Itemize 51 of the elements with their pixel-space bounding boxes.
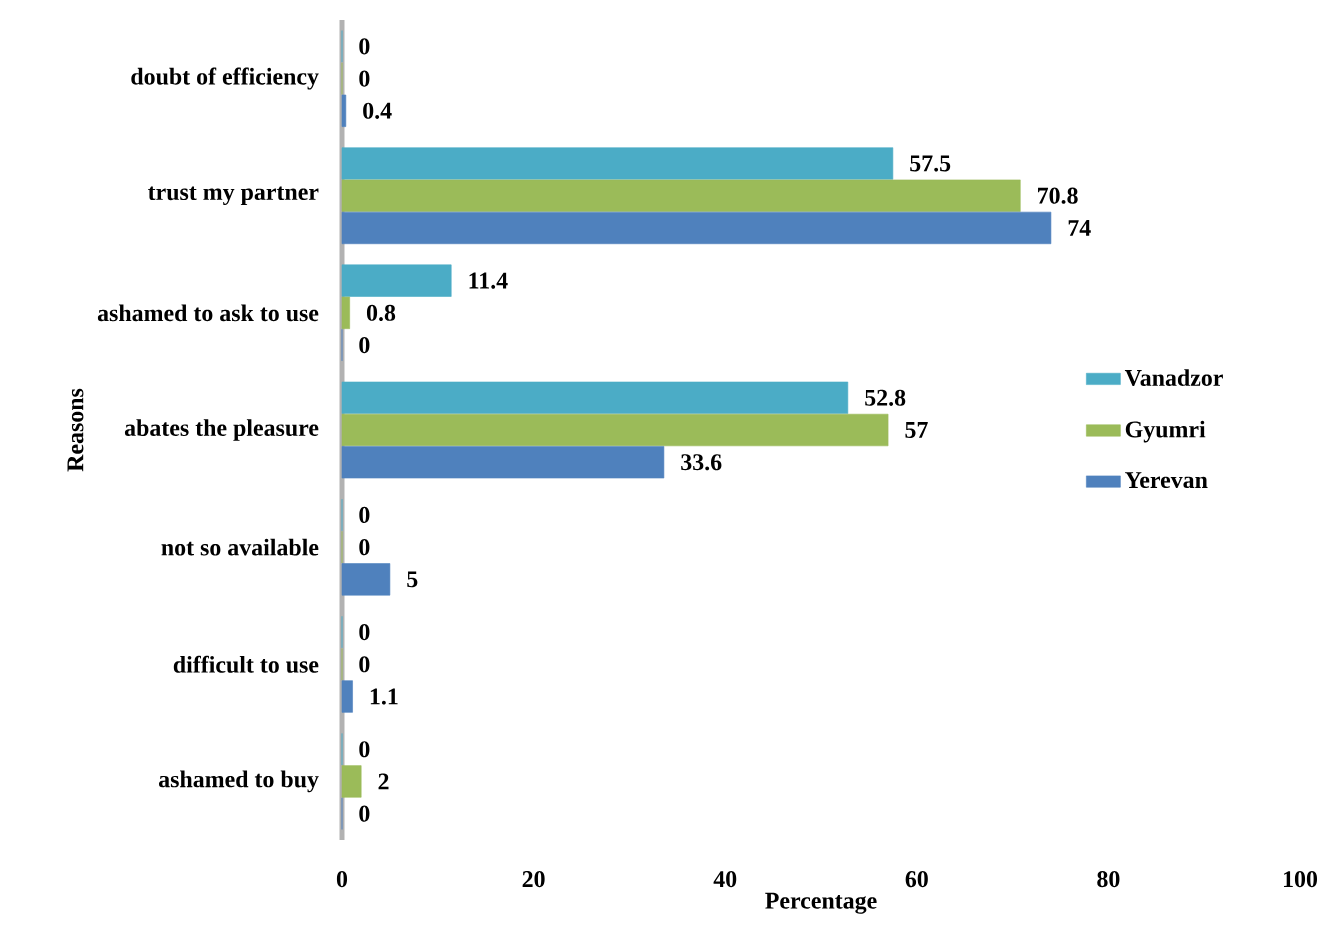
bar [341, 296, 350, 329]
data-label: 0 [359, 337, 370, 354]
y-tick-label: ashamed to buy [158, 770, 319, 793]
data-label: 1.1 [370, 688, 398, 705]
bar [341, 446, 665, 479]
bar [341, 381, 849, 414]
data-label: 0.8 [366, 304, 396, 321]
data-label: 33.6 [681, 454, 722, 471]
legend-label: Yerevan [1125, 472, 1208, 489]
bar [341, 147, 894, 180]
y-axis-title: Reasons [67, 388, 84, 472]
data-label: 5 [407, 571, 418, 588]
x-tick-label: 100 [1283, 871, 1318, 888]
bar [341, 211, 1052, 245]
data-label: 57 [905, 422, 928, 438]
data-label: 2 [378, 773, 389, 790]
x-tick-label: 40 [713, 871, 737, 888]
x-tick-label: 80 [1097, 871, 1120, 888]
y-tick-label: difficult to use [173, 655, 319, 673]
bar [341, 563, 391, 596]
y-tick-label: trust my partner [148, 186, 319, 206]
bar [341, 765, 362, 798]
y-tick-label: ashamed to ask to use [97, 304, 319, 322]
data-label: 0 [359, 741, 370, 758]
y-tick-label: doubt of efficiency [131, 67, 319, 90]
bar [341, 94, 347, 127]
bar [341, 413, 889, 447]
legend-label: Vanadzor [1124, 369, 1223, 387]
data-label: 0 [359, 539, 370, 556]
data-label: 0 [359, 624, 370, 641]
x-tick-label: 20 [522, 871, 545, 888]
data-label: 0 [359, 38, 370, 55]
x-axis-title: Percentage [765, 892, 877, 914]
bar [341, 179, 1021, 212]
legend-label: Gyumri [1125, 420, 1206, 443]
data-label: 70.8 [1038, 187, 1078, 204]
data-label: 74 [1068, 220, 1091, 236]
y-tick-label: abates the pleasure [124, 419, 319, 441]
data-label: 0 [359, 506, 370, 523]
data-label: 0 [359, 70, 370, 87]
x-tick-label: 0 [336, 871, 348, 888]
bar [341, 264, 452, 297]
data-label: 0 [359, 656, 370, 673]
y-tick-label: not so available [161, 538, 319, 556]
data-label: 11.4 [469, 272, 508, 289]
data-label: 52.8 [865, 389, 906, 406]
data-label: 57.5 [910, 155, 951, 172]
data-label: 0 [359, 805, 370, 822]
data-label: 0.4 [363, 102, 392, 119]
x-tick-label: 60 [905, 871, 928, 888]
bar [341, 680, 353, 713]
